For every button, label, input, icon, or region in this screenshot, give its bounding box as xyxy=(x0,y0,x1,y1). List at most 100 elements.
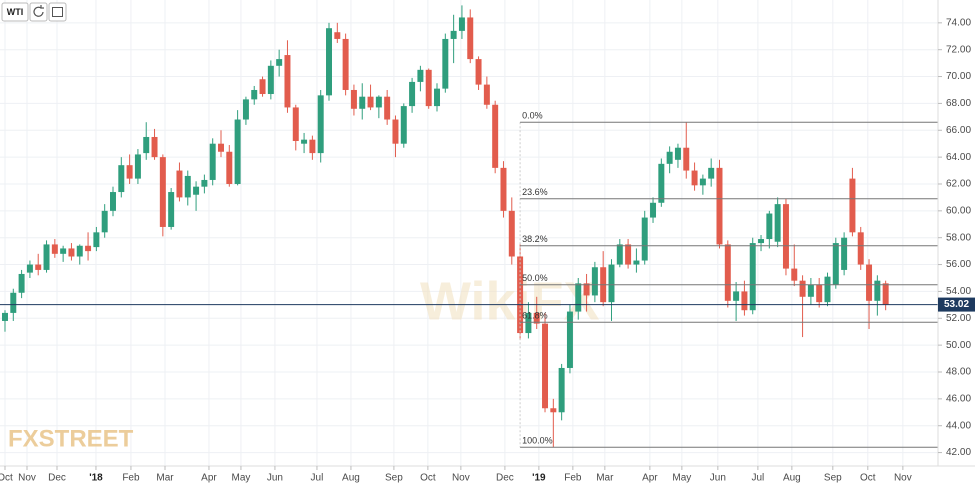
candle-body xyxy=(93,232,100,248)
candle-body xyxy=(533,312,540,324)
calendar-button[interactable] xyxy=(48,2,67,22)
candle-body xyxy=(159,157,166,227)
x-tick-label: Dec xyxy=(496,473,514,484)
candle-body xyxy=(816,284,823,303)
y-tick-label: 74.00 xyxy=(946,17,971,28)
candle-body xyxy=(168,192,175,227)
refresh-icon xyxy=(33,5,44,17)
y-tick-label: 60.00 xyxy=(946,205,971,216)
candle-body xyxy=(633,260,640,265)
candle-body xyxy=(841,237,848,270)
candle-body xyxy=(126,165,133,179)
y-tick-label: 46.00 xyxy=(946,393,971,404)
fib-level-label: 61.8% xyxy=(522,311,548,321)
candle-body xyxy=(234,119,241,184)
candle-body xyxy=(143,136,150,154)
candle-body xyxy=(791,268,798,281)
candle-body xyxy=(392,119,399,144)
x-tick-label: '19 xyxy=(532,473,546,484)
candle-body xyxy=(317,95,324,154)
x-tick-label: Oct xyxy=(0,473,13,484)
candle-body xyxy=(76,245,83,257)
watermark-fxstreet: FXSTREET xyxy=(8,425,134,452)
candle-body xyxy=(176,170,183,198)
candle-body xyxy=(209,143,216,180)
x-tick-label: Mar xyxy=(596,473,614,484)
refresh-button[interactable] xyxy=(29,2,48,22)
candle-body xyxy=(774,204,781,242)
candle-body xyxy=(342,38,349,90)
candle-body xyxy=(1,312,8,321)
candle-body xyxy=(782,204,789,269)
candle-body xyxy=(218,143,224,152)
last-price-box xyxy=(938,297,975,312)
toolbar: WTI xyxy=(1,2,67,22)
candle-body xyxy=(666,151,673,164)
candle-body xyxy=(35,264,42,270)
candle-body xyxy=(367,96,374,108)
x-tick-label: Nov xyxy=(894,473,912,484)
symbol-button[interactable] xyxy=(1,2,29,22)
candle-body xyxy=(301,139,308,144)
candle-body xyxy=(591,267,598,296)
candle-body xyxy=(151,136,158,158)
candle-body xyxy=(134,154,141,179)
candle-body xyxy=(375,96,382,108)
candle-body xyxy=(226,151,233,184)
x-tick-label: May xyxy=(672,473,691,484)
candle-body xyxy=(309,139,316,154)
candle-body xyxy=(832,243,839,285)
candle-body xyxy=(558,367,565,413)
candle-body xyxy=(650,202,657,218)
candle-body xyxy=(716,167,723,245)
candle-body xyxy=(542,323,549,409)
candle-body xyxy=(483,84,490,105)
candle-body xyxy=(18,273,25,293)
x-tick-label: Apr xyxy=(201,473,217,484)
candle-body xyxy=(242,99,249,120)
candle-body xyxy=(43,244,50,270)
candle-body xyxy=(500,167,507,211)
candle-body xyxy=(458,17,465,31)
y-tick-label: 56.00 xyxy=(946,259,971,270)
x-tick-label: Nov xyxy=(452,473,470,484)
candle-body xyxy=(857,232,864,265)
candle-body xyxy=(60,248,67,254)
x-tick-label: Oct xyxy=(420,473,436,484)
x-tick-label: Jun xyxy=(710,473,726,484)
candle-body xyxy=(10,292,17,313)
y-tick-label: 58.00 xyxy=(946,232,971,243)
x-tick-label: Mar xyxy=(156,473,174,484)
x-tick-label: '18 xyxy=(89,473,103,484)
candle-body xyxy=(799,280,806,297)
candle-body xyxy=(259,79,266,95)
candle-body xyxy=(68,248,75,257)
candle-body xyxy=(492,104,499,168)
candle-body xyxy=(425,69,432,107)
candle-body xyxy=(566,311,573,368)
candle-body xyxy=(674,147,681,160)
candle-body xyxy=(276,59,283,66)
candle-body xyxy=(26,264,33,273)
candle-body xyxy=(699,178,706,186)
candle-body xyxy=(110,192,116,211)
fib-level-label: 100.0% xyxy=(522,436,553,446)
candle-body xyxy=(749,243,756,311)
candle-body xyxy=(51,244,58,254)
fib-level-label: 50.0% xyxy=(522,273,548,283)
candle-body xyxy=(85,245,92,252)
candle-body xyxy=(184,175,191,198)
candle-body xyxy=(434,88,441,107)
y-tick-label: 66.00 xyxy=(946,125,971,136)
candle-body xyxy=(550,408,557,413)
candle-body xyxy=(417,69,424,82)
y-tick-label: 64.00 xyxy=(946,152,971,163)
y-tick-label: 48.00 xyxy=(946,367,971,378)
candle-body xyxy=(658,163,665,203)
candle-body xyxy=(708,167,715,179)
candle-body xyxy=(475,59,482,85)
candle-body xyxy=(350,89,357,109)
candle-body xyxy=(326,28,332,96)
candle-body xyxy=(807,284,814,297)
